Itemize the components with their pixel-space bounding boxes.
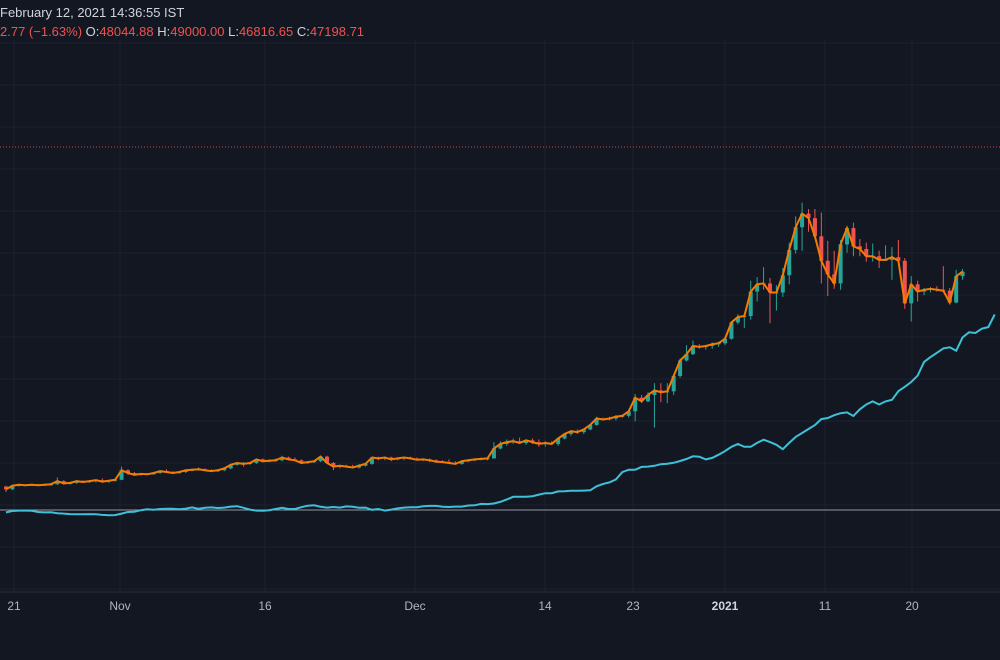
open-value: 48044.88 — [99, 24, 154, 39]
indicator-line — [5, 314, 996, 517]
close-value: 47198.71 — [309, 24, 365, 39]
price-change: 2.77 (−1.63%) — [0, 24, 83, 39]
candle — [800, 202, 805, 251]
high-value: 49000.00 — [170, 24, 225, 39]
time-axis-label: 23 — [626, 599, 640, 613]
candle — [857, 238, 862, 257]
time-axis-label: Nov — [109, 599, 130, 613]
candle — [119, 466, 124, 481]
time-axis-label: 2021 — [712, 599, 739, 613]
crosshair-date: February 12, 2021 14:36:55 IST — [0, 5, 184, 20]
chart-grid — [0, 40, 1000, 592]
candle — [755, 277, 760, 302]
candle — [896, 239, 901, 261]
candle — [889, 247, 894, 280]
crosshair-datetime: February 12, 2021 14:36:55 IST — [0, 5, 185, 20]
candle — [325, 455, 329, 463]
close-price-line — [5, 212, 964, 491]
close-label: C: — [296, 24, 310, 39]
candle — [864, 242, 869, 262]
high-label: H: — [157, 24, 171, 39]
low-label: L: — [228, 24, 239, 39]
time-axis-label: 20 — [905, 599, 919, 613]
candle — [767, 277, 772, 324]
open-label: O: — [85, 24, 100, 39]
candle — [748, 280, 753, 320]
ohlc-legend: 2.77 (−1.63%) O:48044.88 H:49000.00 L:46… — [0, 24, 364, 39]
candle — [851, 222, 856, 257]
candle — [690, 340, 695, 356]
candle — [819, 212, 824, 284]
time-axis-label: 14 — [538, 599, 552, 613]
candle — [793, 216, 798, 254]
time-axis-label: 11 — [819, 599, 832, 613]
candle — [960, 268, 965, 280]
candle — [812, 209, 817, 239]
candle — [825, 240, 830, 297]
time-axis[interactable]: 21 Nov 16 Dec 14 23 2021 11 20 — [7, 599, 919, 613]
candle — [498, 441, 503, 450]
candle — [845, 227, 850, 253]
candle — [735, 314, 740, 325]
time-axis-label: 21 — [7, 599, 21, 613]
low-value: 46816.65 — [238, 24, 294, 39]
time-axis-label: Dec — [404, 599, 425, 613]
time-axis-label: 16 — [258, 599, 272, 613]
